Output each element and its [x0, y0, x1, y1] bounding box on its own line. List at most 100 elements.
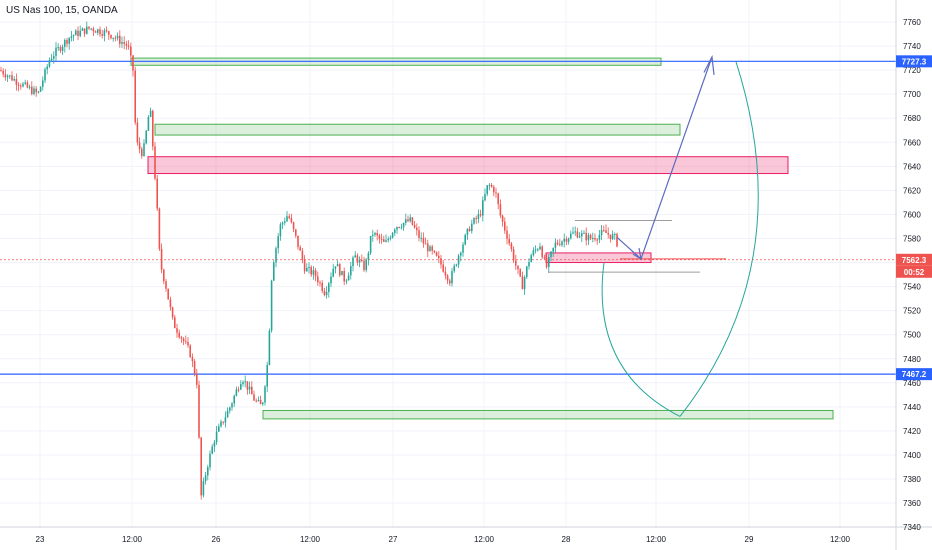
candle-body — [387, 238, 389, 241]
candle-body — [2, 70, 4, 75]
candle-body — [17, 84, 20, 86]
candle-body — [429, 246, 431, 252]
x-tick-label: 12:00 — [830, 535, 851, 544]
candle-body — [411, 217, 414, 225]
price-label-text: 7467.2 — [902, 370, 927, 379]
y-tick-label: 7540 — [903, 283, 921, 292]
candle-body — [11, 75, 13, 81]
candle-body — [6, 75, 9, 78]
candle-body — [97, 29, 99, 33]
candle-body — [292, 222, 295, 230]
y-tick-label: 7740 — [903, 42, 921, 51]
candle-body — [92, 28, 95, 32]
x-tick-label: 23 — [36, 535, 45, 544]
y-tick-label: 7620 — [903, 186, 921, 195]
candle-body — [178, 332, 180, 338]
candle-body — [59, 47, 62, 51]
candle-body — [196, 374, 198, 385]
candle-body — [433, 250, 436, 253]
y-tick-label: 7600 — [903, 210, 921, 219]
candle-body — [427, 243, 429, 252]
candle-body — [114, 37, 117, 39]
candle-body — [53, 55, 55, 59]
candle-body — [352, 257, 354, 267]
candle-body — [160, 248, 163, 270]
candle-body — [138, 142, 141, 149]
candle-body — [356, 255, 359, 263]
candle-body — [275, 248, 277, 263]
candle-body — [281, 222, 284, 225]
candle-body — [28, 86, 31, 88]
candle-body — [587, 235, 590, 241]
candle-body — [222, 421, 224, 423]
candle-body — [398, 227, 400, 229]
candle-body — [248, 386, 251, 390]
candle-body — [563, 238, 565, 242]
candle-body — [515, 260, 517, 266]
candle-body — [116, 35, 119, 39]
candle-body — [266, 364, 268, 387]
candle-body — [211, 446, 213, 454]
candle-body — [325, 291, 328, 295]
candle-body — [270, 280, 273, 331]
candle-body — [231, 403, 233, 408]
candle-body — [253, 394, 255, 401]
candle-body — [123, 42, 125, 44]
candle-body — [462, 244, 464, 253]
x-tick-label: 12:00 — [646, 535, 667, 544]
candle-body — [506, 230, 508, 239]
candle-body — [545, 258, 548, 268]
zone-rect — [262, 409, 834, 420]
candle-body — [4, 74, 7, 78]
y-tick-label: 7500 — [903, 331, 921, 340]
candle-body — [482, 200, 484, 216]
candle-body — [39, 86, 42, 92]
candle-body — [475, 218, 477, 220]
candle-body — [409, 217, 411, 222]
candle-body — [589, 235, 592, 239]
candle-body — [369, 235, 372, 254]
candle-body — [453, 265, 455, 272]
candle-body — [457, 255, 460, 265]
candle-body — [319, 282, 321, 284]
candle-body — [246, 381, 249, 390]
arc-curve — [601, 262, 681, 417]
y-tick-label: 7720 — [903, 66, 921, 75]
candle-body — [407, 219, 409, 222]
candle-body — [268, 330, 271, 365]
candle-body — [455, 264, 458, 266]
candle-body — [413, 224, 416, 228]
candle-body — [510, 243, 513, 250]
candle-body — [314, 270, 317, 277]
candle-body — [578, 236, 581, 238]
candle-body — [240, 383, 242, 390]
candle-body — [374, 233, 376, 235]
candle-body — [70, 36, 73, 38]
candle-body — [149, 110, 152, 117]
candle-body — [141, 148, 143, 157]
candle-body — [367, 253, 370, 260]
candle-body — [48, 60, 51, 67]
candle-body — [202, 481, 205, 496]
candle-body — [501, 215, 504, 222]
candle-body — [431, 246, 433, 251]
candle-body — [341, 270, 343, 276]
x-tick-label: 12:00 — [300, 535, 321, 544]
candle-body — [134, 70, 136, 123]
candle-body — [471, 223, 473, 232]
candle-body — [299, 246, 301, 251]
candle-body — [200, 437, 202, 496]
candle-body — [554, 242, 557, 248]
candle-body — [372, 234, 374, 236]
candle-body — [317, 276, 319, 283]
candle-body — [273, 262, 275, 281]
candle-body — [334, 266, 337, 269]
candle-body — [165, 281, 167, 289]
candle-body — [57, 47, 59, 49]
candle-body — [251, 386, 253, 395]
zone-rect — [545, 252, 652, 264]
candle-body — [257, 399, 260, 401]
candle-body — [119, 35, 121, 44]
